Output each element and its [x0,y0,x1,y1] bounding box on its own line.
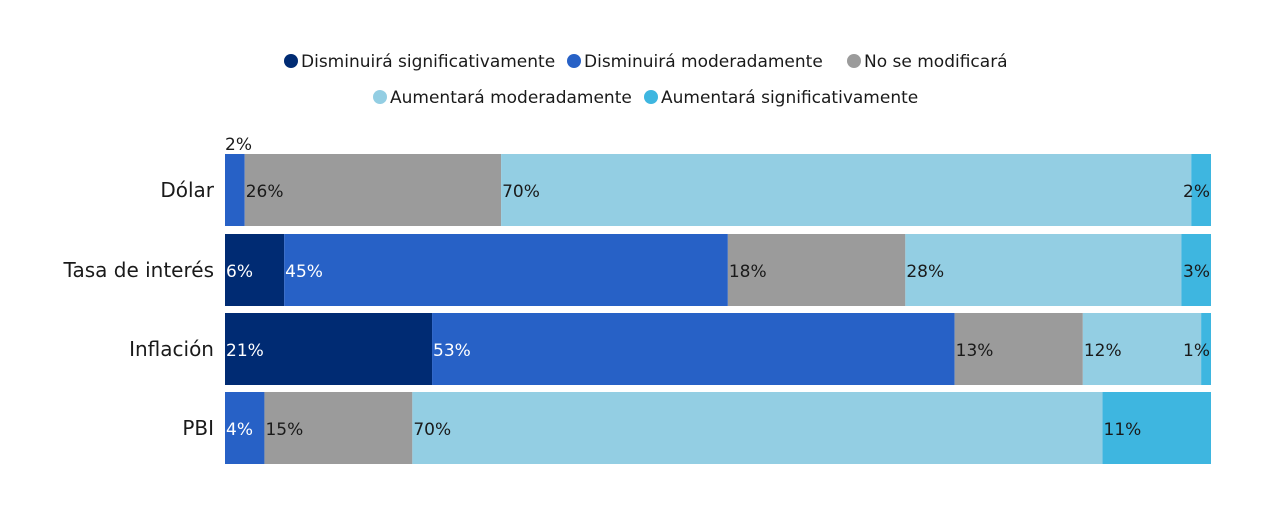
legend-swatch [567,54,581,68]
bar-segment-no-se-modificara [954,313,1083,385]
bar-segment-disminuira-significativamente [225,234,285,306]
bar-segment-disminuira-moderadamente [225,154,245,226]
data-label: 28% [906,262,944,282]
legend: Disminuirá significativamente Disminuirá … [284,52,1008,108]
bars [225,154,1211,464]
data-label: 2% [1183,182,1210,202]
bar-row-dolar [225,154,1211,226]
legend-label: Disminuirá moderadamente [584,52,823,72]
bar-segment-no-se-modificara [727,234,906,306]
data-label: 26% [246,182,284,202]
category-label-pbi: PBI [182,416,214,440]
data-label: 13% [956,341,994,361]
bar-segment-disminuira-significativamente [225,313,433,385]
bar-segment-no-se-modificara [264,392,413,464]
legend-swatch [373,90,387,104]
legend-swatch [284,54,298,68]
legend-swatch [644,90,658,104]
legend-label: No se modificará [864,52,1008,72]
category-label-inflacion: Inflación [129,337,214,361]
legend-item-disminuira-moderadamente: Disminuirá moderadamente [567,52,823,72]
bar-row-inflacion [225,313,1211,385]
data-label: 12% [1084,341,1122,361]
bar-row-pbi [225,392,1211,464]
legend-item-disminuira-significativamente: Disminuirá significativamente [284,52,555,72]
bar-segment-aumentara-moderadamente [1082,313,1202,385]
data-label: 1% [1183,341,1210,361]
data-label: 11% [1104,420,1142,440]
bar-segment-aumentara-significativamente [1181,234,1211,306]
bar-segment-aumentara-moderadamente [501,154,1192,226]
legend-swatch [847,54,861,68]
legend-label: Aumentará moderadamente [390,88,632,108]
bar-row-tasa-de-interes [225,234,1211,306]
data-label: 6% [226,262,253,282]
bar-segment-aumentara-moderadamente [905,234,1182,306]
legend-label: Aumentará significativamente [661,88,918,108]
category-axis-labels: Dólar Tasa de interés Inflación PBI [63,178,215,440]
bar-segment-aumentara-moderadamente [412,392,1103,464]
legend-item-aumentara-significativamente: Aumentará significativamente [644,88,918,108]
legend-item-aumentara-moderadamente: Aumentará moderadamente [373,88,632,108]
category-label-dolar: Dólar [160,178,214,202]
category-label-tasa-de-interes: Tasa de interés [63,258,214,282]
bar-segment-aumentara-significativamente [1201,313,1211,385]
bar-segment-disminuira-moderadamente [225,392,265,464]
legend-item-no-se-modificara: No se modificará [847,52,1008,72]
data-label: 15% [265,420,303,440]
data-label: 21% [226,341,264,361]
data-label: 45% [285,262,323,282]
bar-segment-disminuira-moderadamente [432,313,955,385]
data-label: 53% [433,341,471,361]
legend-label: Disminuirá significativamente [301,52,555,72]
bar-segment-no-se-modificara [244,154,502,226]
data-labels: 2% 26% 70% 2% 6% 45% 18% 28% 3% 21% 53% 13% 12% 1% 4% 1… [225,135,1210,440]
data-label: 18% [729,262,767,282]
bar-segment-aumentara-significativamente [1191,154,1211,226]
data-label: 70% [413,420,451,440]
bar-segment-disminuira-moderadamente [284,234,728,306]
data-label: 4% [226,420,253,440]
data-label: 2% [225,135,252,155]
bar-segment-aumentara-significativamente [1102,392,1211,464]
data-label: 3% [1183,262,1210,282]
data-label: 70% [502,182,540,202]
